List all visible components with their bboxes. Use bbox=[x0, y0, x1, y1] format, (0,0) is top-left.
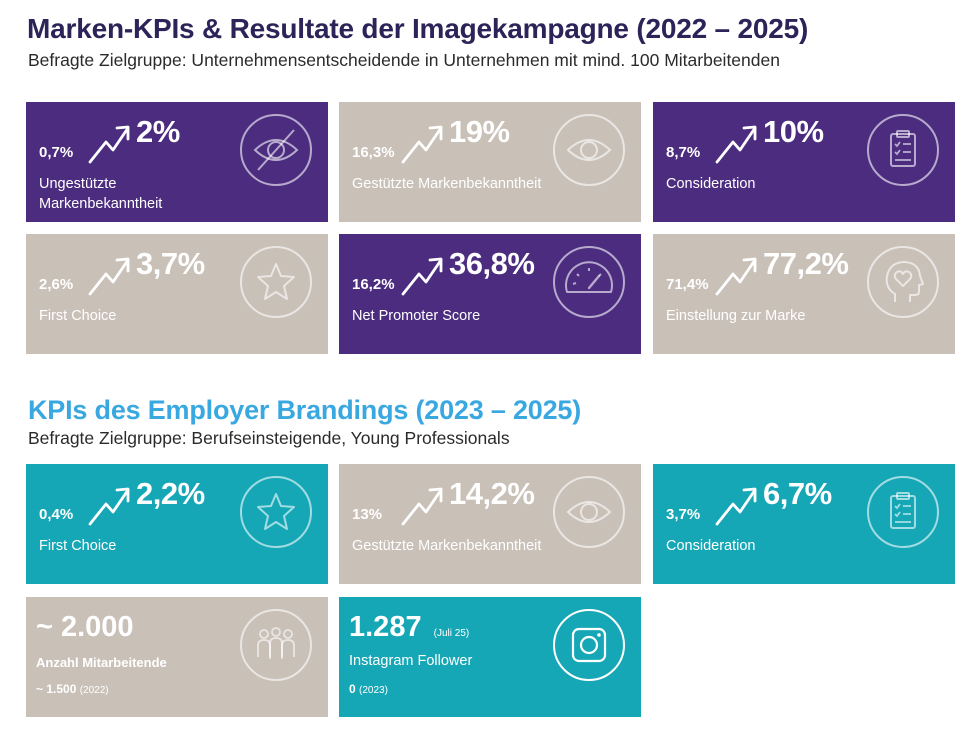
clipboard-checklist-icon bbox=[867, 476, 939, 548]
star-icon bbox=[240, 246, 312, 318]
star-icon bbox=[240, 476, 312, 548]
section-title-employer-branding: KPIs des Employer Brandings (2023 – 2025… bbox=[28, 395, 582, 425]
kpi-start-value: 13% bbox=[352, 506, 383, 523]
kpi-label: Einstellung zur Marke bbox=[666, 308, 806, 324]
kpi-end-value: 6,7% bbox=[763, 476, 832, 511]
kpi-start-value: 16,2% bbox=[352, 276, 395, 293]
kpi-end-value: 3,7% bbox=[136, 246, 205, 281]
instagram-followers-value: 1.287 (Juli 25) bbox=[349, 611, 469, 644]
instagram-followers-date: (Juli 25) bbox=[433, 628, 470, 639]
kpi-label: Consideration bbox=[666, 538, 756, 554]
kpi-start-value: 16,3% bbox=[352, 144, 395, 161]
kpi-card-first-choice: 2,6% 3,7% First Choice bbox=[26, 234, 328, 354]
instagram-followers-label: Instagram Follower bbox=[349, 653, 473, 669]
section-subtitle-employer-branding: Befragte Zielgruppe: Berufseinsteigende,… bbox=[28, 428, 510, 448]
employee-count-value: ~ 2.000 bbox=[36, 611, 134, 643]
employer-kpi-card-consideration: 3,7% 6,7% Consideration bbox=[653, 464, 955, 584]
kpi-end-value: 14,2% bbox=[449, 476, 535, 511]
kpi-start-value: 2,6% bbox=[39, 276, 74, 293]
employee-count-card: ~ 2.000 Anzahl Mitarbeitende ~ 1.500 (20… bbox=[26, 597, 328, 717]
kpi-card-net-promoter-score: 16,2% 36,8% Net Promoter Score bbox=[339, 234, 641, 354]
kpi-card-aided-awareness: 16,3% 19% Gestützte Markenbekanntheit bbox=[339, 102, 641, 222]
kpi-end-value: 10% bbox=[763, 114, 824, 149]
kpi-end-value: 36,8% bbox=[449, 246, 535, 281]
trend-up-icon bbox=[401, 487, 443, 526]
employee-count-previous: ~ 1.500 (2022) bbox=[36, 682, 109, 696]
eye-icon bbox=[553, 114, 625, 186]
employee-count-previous-value: ~ 1.500 bbox=[36, 682, 77, 696]
trend-up-icon bbox=[715, 487, 757, 526]
employee-count-label: Anzahl Mitarbeitende bbox=[36, 655, 167, 670]
trend-up-icon bbox=[88, 257, 130, 296]
employer-kpi-card-first-choice: 0,4% 2,2% First Choice bbox=[26, 464, 328, 584]
instagram-followers-card: 1.287 (Juli 25) Instagram Follower 0 (20… bbox=[339, 597, 641, 717]
trend-up-icon bbox=[401, 125, 443, 164]
kpi-end-value: 77,2% bbox=[763, 246, 849, 281]
people-group-icon bbox=[240, 609, 312, 681]
kpi-card-consideration: 8,7% 10% Consideration bbox=[653, 102, 955, 222]
kpi-label: First Choice bbox=[39, 308, 117, 324]
kpi-label: Consideration bbox=[666, 176, 756, 192]
trend-up-icon bbox=[715, 257, 757, 296]
page-title: Marken-KPIs & Resultate der Imagekampagn… bbox=[27, 13, 809, 44]
kpi-label: Ungestützte Markenbekanntheit bbox=[39, 176, 163, 212]
trend-up-icon bbox=[88, 487, 130, 526]
eye-icon bbox=[553, 476, 625, 548]
kpi-label: First Choice bbox=[39, 538, 117, 554]
kpi-start-value: 71,4% bbox=[666, 276, 709, 293]
instagram-icon bbox=[553, 609, 625, 681]
kpi-label: Gestützte Markenbekanntheit bbox=[352, 538, 542, 554]
kpi-end-value: 2% bbox=[136, 114, 180, 149]
trend-up-icon bbox=[715, 125, 757, 164]
instagram-followers-previous-year: (2023) bbox=[359, 685, 388, 696]
kpi-card-unaided-awareness: 0,7% 2% Ungestützte Markenbekanntheit bbox=[26, 102, 328, 222]
kpi-start-value: 3,7% bbox=[666, 506, 701, 523]
head-heart-icon bbox=[867, 246, 939, 318]
employee-count-previous-year: (2022) bbox=[79, 685, 109, 696]
kpi-start-value: 0,7% bbox=[39, 144, 74, 161]
page-subtitle: Befragte Zielgruppe: Unternehmensentsche… bbox=[28, 50, 780, 70]
kpi-label: Gestützte Markenbekanntheit bbox=[352, 176, 542, 192]
instagram-followers-previous-value: 0 bbox=[349, 682, 356, 696]
kpi-end-value: 19% bbox=[449, 114, 510, 149]
trend-up-icon bbox=[401, 257, 443, 296]
kpi-start-value: 8,7% bbox=[666, 144, 701, 161]
kpi-label: Net Promoter Score bbox=[352, 308, 481, 324]
gauge-icon bbox=[553, 246, 625, 318]
instagram-followers-previous: 0 (2023) bbox=[349, 682, 388, 696]
instagram-followers-count: 1.287 bbox=[349, 611, 422, 643]
kpi-card-brand-attitude: 71,4% 77,2% Einstellung zur Marke bbox=[653, 234, 955, 354]
kpi-start-value: 0,4% bbox=[39, 506, 74, 523]
clipboard-checklist-icon bbox=[867, 114, 939, 186]
trend-up-icon bbox=[88, 125, 130, 164]
eye-slash-icon bbox=[240, 114, 312, 186]
employer-kpi-card-aided-awareness: 13% 14,2% Gestützte Markenbekanntheit bbox=[339, 464, 641, 584]
kpi-end-value: 2,2% bbox=[136, 476, 205, 511]
